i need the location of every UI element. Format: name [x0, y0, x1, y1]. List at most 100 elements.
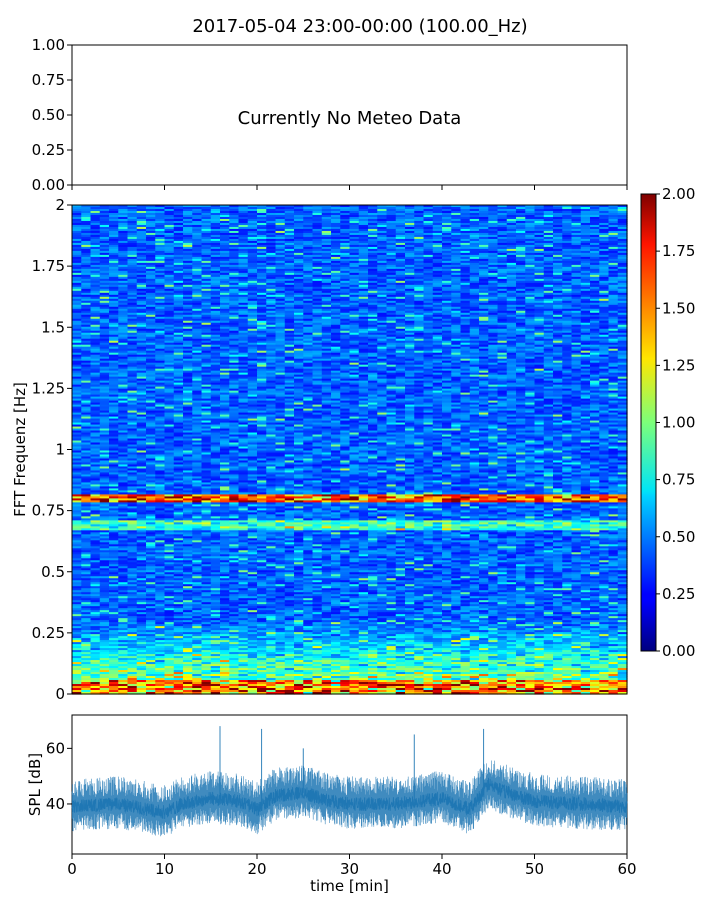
spectrogram-cell	[294, 208, 304, 212]
spectrogram-cell	[358, 230, 369, 234]
spectrogram-cell	[617, 352, 628, 356]
spectrogram-cell	[284, 274, 295, 278]
spectrogram-cell	[469, 254, 480, 258]
spectrogram-cell	[331, 246, 341, 250]
spectrogram-cell	[414, 250, 425, 254]
spectrogram-cell	[608, 228, 619, 232]
spectrogram-cell	[192, 207, 203, 210]
spectrogram-cell	[146, 268, 156, 272]
spectrogram-cell	[127, 256, 138, 260]
spectrogram-cell	[127, 212, 138, 216]
spectrogram-cell	[173, 276, 184, 280]
spectrogram-cell	[294, 242, 304, 246]
spectrogram-cell	[377, 354, 388, 358]
spectrogram-cell	[220, 222, 230, 226]
spectrogram-cell	[183, 366, 193, 370]
spectrogram-cell	[81, 205, 92, 208]
spectrogram-cell	[590, 238, 600, 242]
spectrogram-cell	[173, 328, 184, 332]
spectrogram-cell	[220, 300, 230, 304]
spectrogram-cell	[488, 348, 499, 352]
spectrogram-cell	[321, 270, 332, 274]
spectrogram-cell	[543, 300, 554, 304]
spectrogram-cell	[543, 224, 554, 228]
spectrogram-cell	[220, 360, 230, 364]
spectrogram-cell	[358, 314, 369, 318]
spectrogram-cell	[127, 228, 138, 232]
spectrogram-cell	[608, 274, 619, 278]
spectrogram-cell	[164, 368, 175, 372]
spectrogram-cell	[220, 330, 230, 334]
spectrogram-cell	[155, 344, 166, 348]
spectrogram-cell	[340, 226, 351, 230]
spectrogram-cell	[571, 356, 582, 360]
spectrogram-cell	[247, 318, 258, 322]
spectrogram-cell	[571, 256, 582, 260]
spectrogram-cell	[386, 284, 397, 288]
spectrogram-cell	[590, 350, 600, 354]
spectrogram-cell	[599, 270, 610, 274]
spectrogram-cell	[405, 346, 415, 350]
spectrogram-cell	[303, 364, 314, 368]
spectrogram-cell	[358, 224, 369, 228]
spectrogram-cell	[294, 214, 304, 218]
spectrogram-cell	[173, 308, 184, 312]
spectrogram-cell	[146, 264, 156, 268]
spectrogram-cell	[192, 208, 203, 212]
spectrogram-cell	[294, 238, 304, 242]
spectrogram-cell	[497, 212, 508, 216]
spectrogram-cell	[312, 368, 323, 372]
spectrogram-cell	[590, 236, 600, 240]
spectrogram-cell	[109, 218, 119, 222]
spectrogram-cell	[238, 302, 249, 306]
spectrogram-cell	[275, 334, 286, 338]
spectrogram-cell	[340, 284, 351, 288]
spectrogram-cell	[136, 278, 147, 282]
spectrogram-cell	[442, 306, 452, 310]
spectrogram-cell	[451, 364, 462, 368]
spectrogram-cell	[553, 344, 563, 348]
spectrogram-cell	[368, 222, 378, 226]
spectrogram-cell	[294, 230, 304, 234]
spectrogram-cell	[321, 286, 332, 290]
spectrogram-cell	[358, 362, 369, 366]
spectrogram-cell	[164, 338, 175, 342]
spectrogram-cell	[247, 256, 258, 260]
spectrogram-cell	[164, 352, 175, 356]
spectrogram-cell	[118, 314, 129, 318]
spectrogram-cell	[303, 328, 314, 332]
spectrogram-cell	[562, 207, 573, 210]
spectrogram-cell	[534, 286, 545, 290]
spectrogram-cell	[127, 364, 138, 368]
spectrogram-cell	[349, 320, 360, 324]
spectrogram-cell	[146, 232, 156, 236]
spectrogram-cell	[451, 260, 462, 264]
spectrogram-cell	[562, 316, 573, 320]
spectrogram-cell	[266, 278, 277, 282]
spectrogram-cell	[192, 294, 203, 298]
spectrogram-cell	[303, 302, 314, 306]
spectrogram-cell	[183, 320, 193, 324]
spectrogram-cell	[127, 358, 138, 362]
spectrogram-cell	[284, 238, 295, 242]
spectrogram-cell	[257, 336, 267, 340]
spectrogram-cell	[617, 236, 628, 240]
spectrogram-cell	[562, 216, 573, 220]
spectrogram-cell	[192, 316, 203, 320]
spectrogram-cell	[192, 224, 203, 228]
spectrogram-cell	[183, 230, 193, 234]
spectrogram-cell	[321, 298, 332, 302]
spectrogram-cell	[275, 256, 286, 260]
spectrogram-cell	[72, 240, 82, 244]
spectrogram-cell	[349, 310, 360, 314]
spectrogram-cell	[340, 270, 351, 274]
spectrogram-cell	[358, 336, 369, 340]
spectrogram-cell	[534, 218, 545, 222]
spectrogram-cell	[118, 312, 129, 316]
spectrogram-cell	[506, 304, 517, 308]
spectrogram-cell	[562, 214, 573, 218]
spectrogram-cell	[284, 360, 295, 364]
spectrogram-cell	[479, 282, 489, 286]
spectrogram-cell	[442, 216, 452, 220]
spectrogram-cell	[257, 266, 267, 270]
